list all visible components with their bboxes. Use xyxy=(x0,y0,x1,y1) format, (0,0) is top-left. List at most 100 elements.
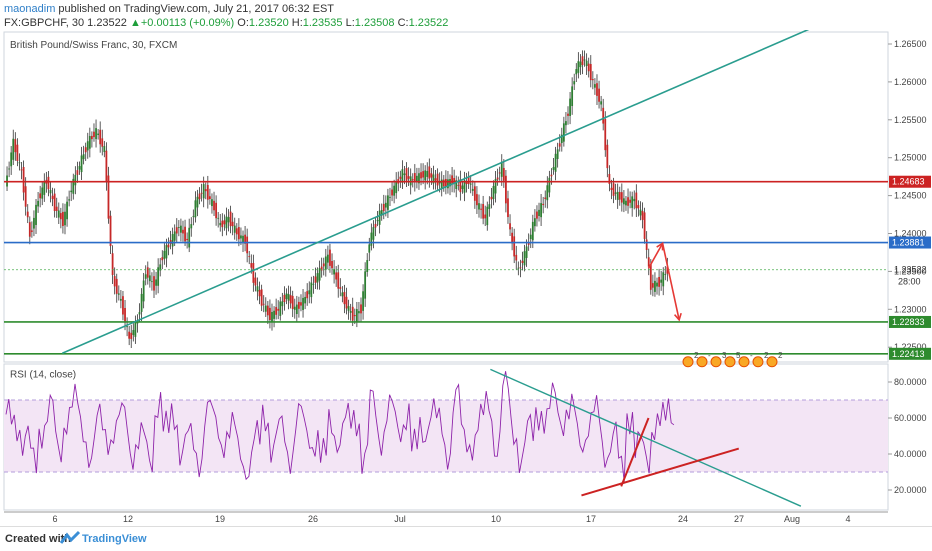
price-tick-label: 1.25000 xyxy=(894,153,927,163)
event-icon[interactable] xyxy=(682,356,694,368)
high-value: 1.23535 xyxy=(302,17,343,29)
event-badge: - xyxy=(750,351,753,360)
rsi-trendline[interactable] xyxy=(490,368,802,507)
candle-body xyxy=(424,170,427,181)
forecast-arrow[interactable] xyxy=(647,242,664,269)
candle-body xyxy=(68,199,71,201)
candle-body xyxy=(173,231,176,241)
candle-body xyxy=(656,282,658,287)
level-price-label: 1.22413 xyxy=(892,349,925,359)
candle-body xyxy=(455,180,458,189)
candle-body xyxy=(387,195,389,210)
candle-body xyxy=(345,296,348,309)
candle-body xyxy=(391,189,393,196)
candle-body xyxy=(538,209,540,217)
rsi-tick-label: 60.0000 xyxy=(894,413,927,423)
candle-body xyxy=(329,249,331,266)
candle-body xyxy=(519,267,522,269)
candle-body xyxy=(57,210,60,218)
event-icon[interactable] xyxy=(738,356,750,368)
rsi-pane-title: RSI (14, close) xyxy=(10,370,76,381)
candle-body xyxy=(41,187,44,199)
x-tick-label: 17 xyxy=(586,514,596,524)
rsi-trendline[interactable] xyxy=(581,447,740,497)
candle-body xyxy=(86,141,89,151)
x-tick-label: 26 xyxy=(308,514,318,524)
candle-body xyxy=(324,256,327,270)
candle-body xyxy=(206,184,209,200)
tradingview-brand[interactable]: TradingView xyxy=(82,533,147,545)
candle-body xyxy=(616,191,619,200)
candle-body xyxy=(119,298,122,301)
candle-body xyxy=(194,200,197,218)
candle-body xyxy=(436,173,439,186)
candle-body xyxy=(459,179,462,193)
candle-body xyxy=(625,200,627,206)
candle-body xyxy=(47,176,50,190)
candle-body xyxy=(246,236,249,254)
candle-body xyxy=(16,144,19,161)
candle-body xyxy=(10,152,13,167)
candle-body xyxy=(105,150,108,183)
candle-body xyxy=(95,128,97,140)
candle-body xyxy=(140,293,143,312)
candle-body xyxy=(171,234,174,247)
candle-body xyxy=(223,220,226,225)
candle-body xyxy=(132,330,135,336)
candle-body xyxy=(39,193,42,199)
candle-body xyxy=(281,301,284,307)
candle-body xyxy=(182,229,184,234)
close-label: C: xyxy=(397,17,409,29)
candle-body xyxy=(134,321,137,337)
candle-body xyxy=(298,301,300,309)
candle-body xyxy=(221,220,224,228)
candle-body xyxy=(341,292,344,297)
candle-body xyxy=(18,162,21,164)
event-icon[interactable] xyxy=(752,356,764,368)
candle-body xyxy=(374,223,377,228)
event-icon[interactable] xyxy=(724,356,736,368)
candle-body xyxy=(22,166,25,193)
candle-body xyxy=(151,281,153,283)
candle-body xyxy=(355,309,358,322)
candle-body xyxy=(662,272,665,287)
candle-body xyxy=(411,179,414,181)
candle-body xyxy=(471,188,474,191)
level-price-tag xyxy=(889,315,931,328)
candle-body xyxy=(107,175,110,219)
candle-body xyxy=(399,176,402,179)
author-link[interactable]: maonadim xyxy=(4,3,56,15)
candle-body xyxy=(14,139,17,153)
event-icon[interactable] xyxy=(710,356,722,368)
candle-body xyxy=(130,332,133,339)
price-trendline[interactable] xyxy=(61,30,888,354)
event-badge: 2 xyxy=(694,351,699,360)
candle-body xyxy=(635,192,638,209)
price-tick-label: 1.23000 xyxy=(894,304,927,314)
created-with-label: Created with xyxy=(5,533,72,545)
price-pane[interactable] xyxy=(3,31,889,363)
candle-body xyxy=(647,257,650,267)
candle-body xyxy=(594,84,596,88)
candle-body xyxy=(413,173,416,183)
candle-body xyxy=(587,63,590,72)
event-icon[interactable] xyxy=(766,356,778,368)
candle-body xyxy=(8,168,11,170)
candle-body xyxy=(161,257,164,261)
candle-body xyxy=(30,230,33,232)
candle-body xyxy=(320,266,323,271)
forecast-arrow[interactable] xyxy=(661,243,680,321)
candle-body xyxy=(142,280,145,302)
candle-body xyxy=(186,238,189,241)
candle-body xyxy=(157,267,160,286)
event-icon[interactable] xyxy=(696,356,708,368)
candle-body xyxy=(198,193,201,200)
chart-svg[interactable]: 1.26500 1.26000 1.25500 1.25000 1.24500 1.240… xyxy=(0,30,932,526)
candle-body xyxy=(639,209,642,216)
candle-body xyxy=(177,227,180,228)
candle-body xyxy=(335,272,338,280)
candle-body xyxy=(465,181,468,184)
candle-body xyxy=(492,185,495,199)
rsi-trendline[interactable] xyxy=(620,417,650,487)
candle-body xyxy=(453,177,456,184)
